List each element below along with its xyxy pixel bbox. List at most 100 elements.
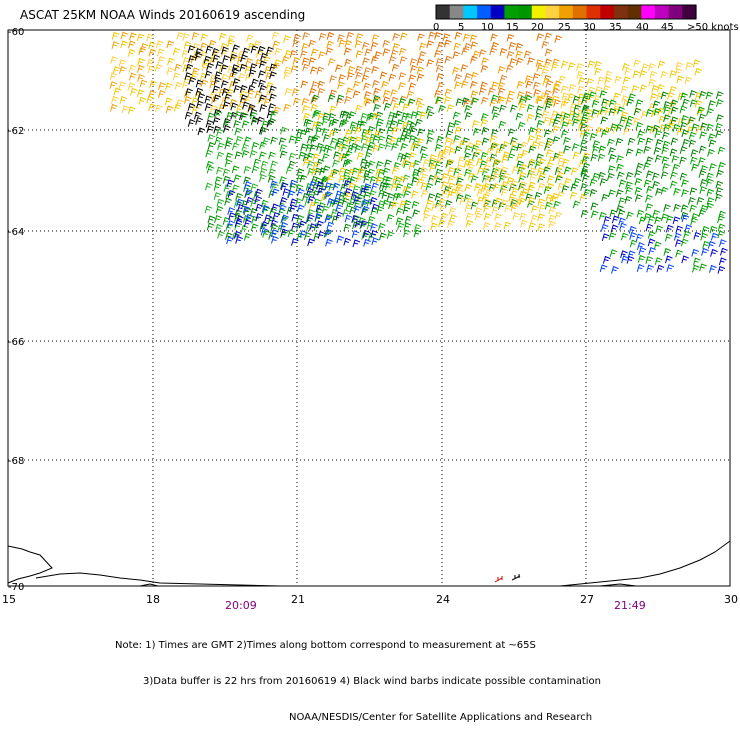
wind-barb: [291, 88, 300, 96]
wind-barb: [401, 159, 410, 167]
wind-barb: [284, 49, 293, 58]
wind-barb: [382, 89, 391, 98]
lon-label: 21: [291, 593, 305, 606]
wind-barb: [681, 255, 689, 264]
wind-barb: [375, 111, 384, 120]
wind-barb: [251, 78, 259, 87]
wind-barb: [507, 153, 515, 161]
wind-barb: [288, 160, 296, 169]
wind-barb: [627, 137, 636, 146]
legend-swatch: [531, 5, 547, 19]
wind-barb: [420, 173, 429, 182]
wind-barb: [248, 69, 257, 78]
wind-barb: [255, 59, 263, 67]
wind-barb: [645, 156, 654, 165]
wind-barb: [557, 151, 565, 159]
wind-barb: [632, 70, 641, 79]
wind-barb: [691, 248, 699, 257]
wind-barb: [598, 145, 607, 154]
wind-barb: [579, 145, 588, 154]
wind-barb: [667, 123, 676, 132]
wind-barb: [670, 137, 679, 146]
wind-barb: [184, 72, 193, 80]
wind-barb: [589, 178, 598, 187]
wind-barb: [670, 171, 678, 180]
wind-barb: [515, 198, 524, 207]
wind-barb: [321, 153, 330, 161]
wind-barb: [580, 116, 589, 125]
wind-barb: [702, 240, 710, 249]
wind-barb: [240, 224, 249, 233]
wind-barb: [258, 151, 267, 160]
wind-barb: [289, 50, 298, 58]
wind-barb: [498, 120, 507, 129]
wind-barb: [467, 172, 476, 181]
wind-barb: [136, 33, 145, 42]
wind-barb: [505, 96, 514, 105]
wind-barb: [708, 100, 716, 108]
wind-barb: [176, 31, 185, 40]
wind-barb: [436, 135, 444, 144]
lat-label: -62: [8, 126, 24, 137]
wind-barb: [338, 119, 347, 128]
wind-barb: [685, 61, 693, 70]
wind-barb: [483, 164, 491, 173]
wind-barb: [594, 67, 602, 76]
wind-barb: [257, 45, 266, 54]
wind-barb: [415, 97, 424, 106]
wind-barb: [509, 58, 517, 66]
wind-barb: [637, 242, 645, 250]
wind-barb: [637, 130, 645, 139]
wind-barb: [592, 145, 600, 154]
wind-barb: [231, 64, 240, 72]
wind-map: 0 5 10 15 20 25 30 35 40 45 >50 knots: [2, 4, 739, 612]
wind-barb: [343, 180, 351, 188]
wind-barb: [491, 206, 500, 214]
map-title: ASCAT 25KM NOAA Winds 20160619 ascending: [20, 8, 306, 22]
wind-barb: [396, 119, 405, 128]
wind-barb: [462, 137, 470, 146]
wind-barb: [585, 125, 594, 134]
wind-barb: [218, 32, 227, 41]
wind-barb: [417, 128, 425, 137]
wind-barb: [586, 78, 594, 86]
wind-barb: [645, 203, 654, 212]
wind-barb: [537, 182, 546, 191]
wind-barb: [242, 205, 251, 214]
wind-barb: [579, 123, 588, 131]
wind-barb: [516, 91, 525, 99]
wind-barb: [373, 96, 382, 105]
wind-barb: [361, 41, 370, 50]
wind-barb: [551, 110, 559, 119]
wind-barb: [636, 209, 645, 218]
wind-barb: [245, 196, 254, 205]
wind-barb: [260, 160, 269, 169]
wind-barb: [363, 67, 372, 75]
wind-barb: [378, 189, 386, 198]
wind-barb: [344, 158, 353, 167]
wind-barb: [337, 34, 345, 42]
wind-barb: [344, 192, 353, 200]
wind-barb: [653, 241, 662, 250]
wind-barb: [572, 118, 580, 127]
wind-barb: [618, 197, 626, 205]
wind-barb: [184, 111, 193, 120]
wind-barb: [649, 125, 658, 134]
wind-barb: [582, 162, 590, 171]
wind-barb: [281, 55, 290, 64]
wind-barb: [684, 224, 693, 233]
wind-barb: [307, 209, 315, 217]
wind-barb: [528, 158, 537, 167]
wind-barb: [544, 102, 553, 111]
wind-barb: [355, 33, 364, 41]
wind-barb: [543, 89, 552, 98]
wind-barb: [118, 81, 127, 90]
wind-barb: [660, 186, 669, 195]
wind-barb: [222, 120, 231, 128]
wind-barb: [552, 119, 560, 127]
wind-barb: [401, 112, 409, 121]
wind-barb: [233, 85, 242, 93]
wind-barb: [212, 54, 221, 63]
wind-barb: [312, 134, 321, 143]
wind-barb: [640, 110, 649, 119]
